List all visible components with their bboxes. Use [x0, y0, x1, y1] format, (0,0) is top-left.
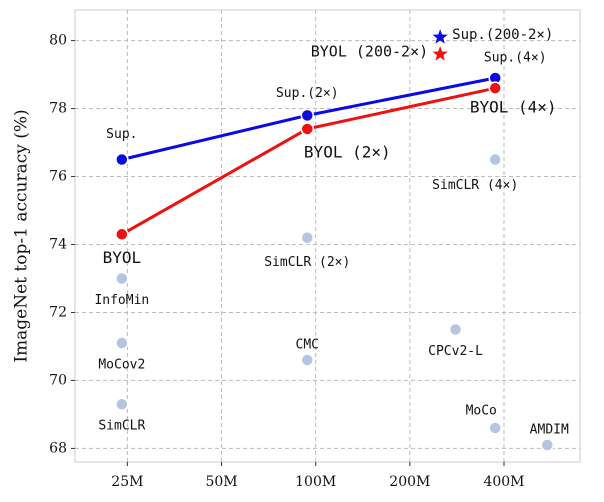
series-marker: [488, 81, 502, 95]
scatter-point: [115, 336, 129, 350]
scatter-point: [488, 152, 502, 167]
x-tick-label: 50M: [205, 474, 237, 490]
y-tick-label: 72: [49, 304, 67, 320]
point-label: Sup.(2×): [276, 86, 339, 101]
point-label: SimCLR: [98, 419, 145, 434]
series-marker: [300, 122, 315, 136]
series-marker: [115, 152, 129, 167]
scatter-point: [300, 353, 315, 367]
scatter-point: [540, 438, 554, 452]
point-label: BYOL (2×): [304, 142, 391, 161]
point-label: SimCLR (4×): [432, 178, 518, 193]
y-tick-label: 70: [49, 372, 67, 388]
point-label: CPCv2-L: [428, 344, 483, 359]
scatter-point: [300, 230, 315, 245]
y-tick-label: 76: [49, 169, 67, 185]
y-tick-label: 68: [49, 440, 67, 456]
point-label: Sup.: [106, 127, 137, 142]
y-tick-label: 80: [49, 33, 67, 49]
point-label: InfoMin: [94, 293, 149, 308]
point-label: BYOL (4×): [470, 98, 557, 117]
y-tick-label: 78: [49, 101, 67, 117]
y-axis-label: ImageNet top-1 accuracy (%): [12, 109, 32, 362]
y-tick-label: 74: [49, 236, 67, 252]
point-label: SimCLR (2×): [264, 255, 350, 270]
series-marker: [300, 108, 315, 123]
scatter-point: [115, 271, 129, 286]
scatter-point: [115, 397, 129, 411]
point-label: CMC: [296, 338, 319, 353]
scatter-point: [448, 322, 463, 337]
star-label: BYOL (200-2×): [311, 43, 428, 61]
x-tick-label: 200M: [389, 474, 430, 490]
point-label: BYOL: [103, 248, 142, 267]
star-label: Sup.(200-2×): [452, 27, 553, 43]
star-marker: [432, 46, 448, 61]
point-label: MoCo: [466, 404, 497, 419]
point-label: AMDIM: [530, 423, 569, 438]
point-label: Sup.(4×): [484, 50, 547, 65]
x-tick-label: 100M: [295, 474, 336, 490]
x-tick-label: 25M: [111, 474, 143, 490]
series-marker: [115, 227, 129, 242]
star-marker: [432, 29, 448, 44]
scatter-point: [488, 421, 502, 435]
point-label: MoCov2: [98, 358, 145, 373]
x-tick-label: 400M: [483, 474, 524, 490]
